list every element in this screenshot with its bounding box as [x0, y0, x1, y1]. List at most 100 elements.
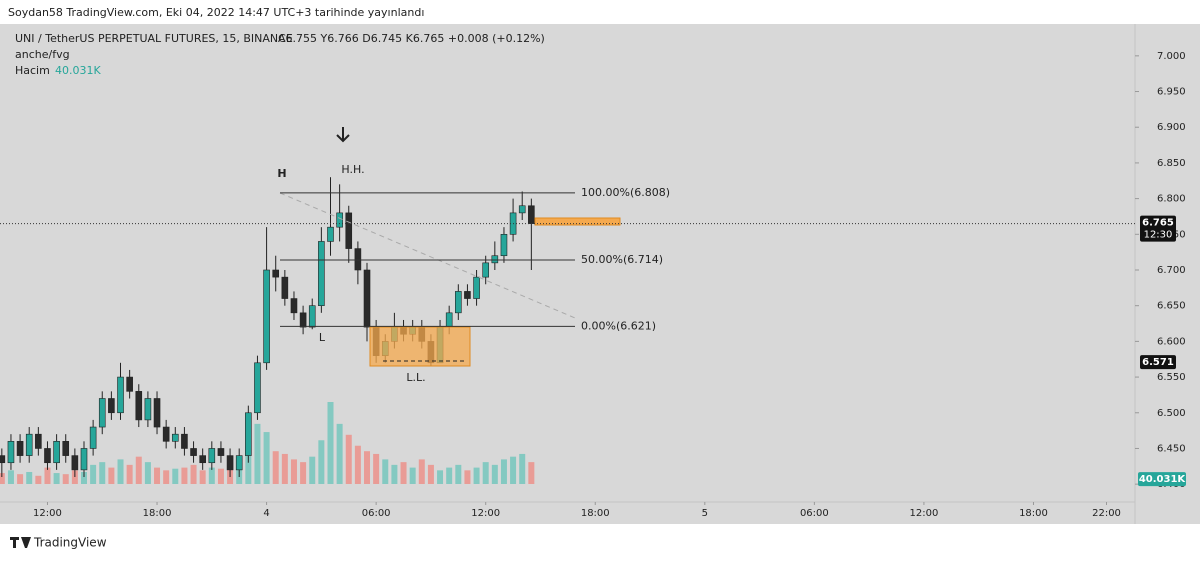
candle-body [445, 312, 453, 328]
candle-body [117, 376, 124, 414]
volume-bar [309, 456, 316, 484]
candle-body [181, 433, 188, 449]
candle-body [53, 441, 60, 464]
volume-bar [26, 471, 33, 484]
annotation: H [277, 167, 286, 180]
volume-tag [1138, 472, 1186, 487]
symbol-legend: UNI / TetherUS PERPETUAL FUTURES, 15, BI… [15, 32, 293, 45]
candle-body [327, 226, 334, 242]
fib-label: 0.00%(6.621) [581, 319, 656, 332]
fib-label: 100.00%(6.808) [581, 186, 670, 199]
marker-price-label: 6.571 [1142, 357, 1174, 368]
y-tick-label: 6.700 [1157, 265, 1186, 276]
chart-background [0, 24, 1200, 524]
volume-bar [464, 470, 471, 484]
x-tick-label: 06:00 [800, 508, 829, 519]
volume-bar [473, 467, 480, 484]
y-tick-label: 6.550 [1157, 372, 1186, 383]
candle-body [464, 291, 471, 299]
candle-body [455, 291, 462, 314]
volume-bar [108, 467, 115, 484]
candle-body [35, 433, 42, 449]
candle-body [0, 455, 6, 464]
volume-legend: Hacim [15, 64, 50, 77]
candle-body [16, 441, 24, 456]
x-tick-label: 12:00 [910, 508, 939, 519]
volume-bar [117, 459, 124, 484]
volume-bar [281, 453, 288, 484]
volume-bar [391, 464, 398, 484]
candle-body [245, 412, 252, 456]
candle-body [473, 276, 480, 299]
volume-bar [519, 453, 526, 484]
ohlc-legend: A6.755 Y6.766 D6.745 K6.765 +0.008 (+0.1… [278, 32, 545, 45]
y-tick-label: 6.450 [1157, 443, 1186, 454]
annotation: L.L. [406, 371, 425, 384]
candle-body [345, 212, 353, 249]
volume-bar [373, 453, 380, 484]
y-tick-label: 6.500 [1157, 408, 1186, 419]
y-tick-label: 6.950 [1157, 87, 1186, 98]
candle-body [482, 262, 489, 278]
candle-body [162, 426, 170, 442]
volume-bar [437, 470, 444, 484]
candle-body [217, 448, 225, 456]
x-tick-label: 12:00 [471, 508, 500, 519]
candle-body [208, 448, 216, 464]
volume-bar [290, 459, 297, 484]
volume-bar [245, 445, 252, 484]
y-tick-label: 6.600 [1157, 336, 1186, 347]
candle-body [518, 205, 526, 214]
volume-bar [446, 467, 453, 484]
volume-bar [172, 468, 179, 484]
volume-bar [382, 459, 389, 484]
x-tick-label: 18:00 [1019, 508, 1048, 519]
y-tick-label: 6.800 [1157, 194, 1186, 205]
volume-bar [53, 473, 60, 484]
candle-body [44, 448, 51, 464]
candle-body [135, 391, 143, 421]
candle-body [500, 234, 508, 257]
volume-bar [427, 464, 434, 484]
volume-bar [528, 462, 535, 484]
volume-bar [482, 462, 489, 484]
y-tick-label: 7.000 [1157, 51, 1186, 62]
marker-price-tag [1140, 355, 1176, 370]
candle-body [89, 426, 97, 449]
volume-bar [318, 440, 325, 484]
candle-body [336, 212, 343, 228]
fvg-box [534, 217, 621, 226]
x-tick-label: 22:00 [1092, 508, 1121, 519]
candle-body [308, 305, 316, 328]
volume-bar [99, 462, 106, 484]
candle-body [25, 433, 33, 456]
candle-body [199, 455, 206, 464]
volume-value: 40.031K [55, 64, 101, 77]
arrow-down [336, 127, 350, 143]
brand: TradingView [33, 536, 107, 550]
candle-body [281, 276, 289, 299]
indicator-legend: anche/fvg [15, 48, 70, 61]
volume-bar [199, 470, 206, 484]
volume-bar [135, 456, 142, 484]
volume-bar [491, 464, 498, 484]
volume-bar [71, 470, 78, 484]
candle-body [171, 433, 179, 442]
x-tick-label: 4 [263, 508, 269, 519]
x-tick-label: 18:00 [581, 508, 610, 519]
candle-body [299, 312, 307, 328]
candle-body [71, 455, 79, 471]
volume-bar [400, 462, 407, 484]
volume-bar [217, 468, 224, 484]
tv-logo [10, 537, 31, 548]
volume-bar [327, 402, 334, 484]
candle-body [153, 398, 161, 428]
candle-body [62, 441, 70, 456]
volume-bar [254, 423, 261, 484]
volume-bar [418, 459, 425, 484]
candle-body [98, 398, 106, 428]
fvg-box [369, 326, 471, 367]
candle-body [235, 455, 243, 471]
fib-label: 50.00%(6.714) [581, 253, 663, 266]
candle-body [263, 269, 270, 364]
